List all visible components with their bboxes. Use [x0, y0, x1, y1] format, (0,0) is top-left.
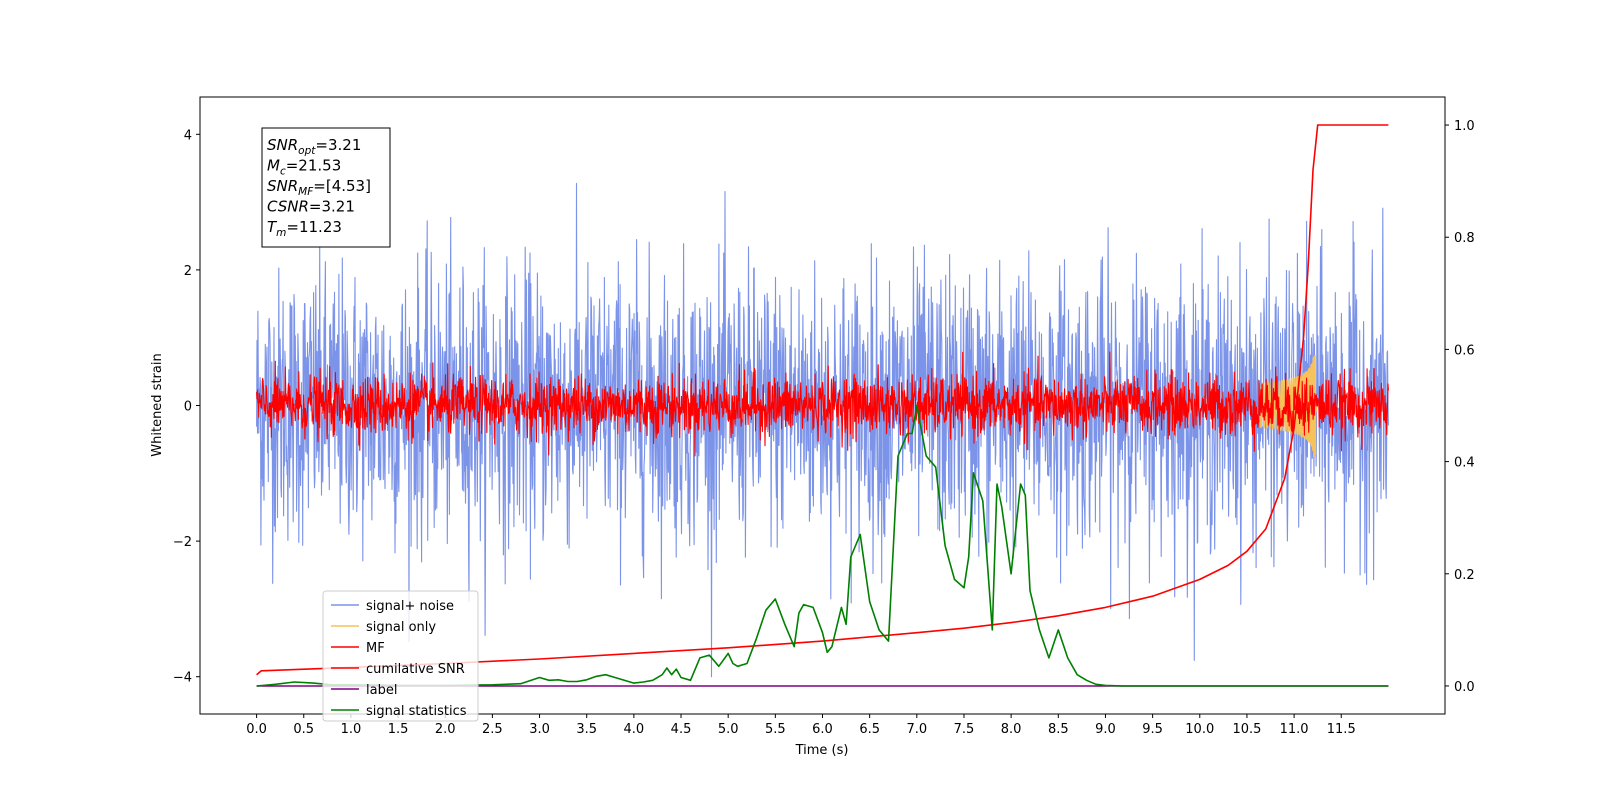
y-tick-label: −4 — [173, 671, 192, 686]
x-tick-label: 9.0 — [1095, 722, 1116, 737]
x-tick-label: 7.0 — [906, 722, 927, 737]
legend-label-signal-statistics: signal statistics — [366, 704, 467, 719]
x-tick-label: 5.0 — [718, 722, 739, 737]
x-tick-label: 4.5 — [671, 722, 692, 737]
series-signal-only — [1258, 354, 1326, 457]
series-mf — [256, 351, 1389, 457]
ticks: 0.0 0.5 1.0 1.5 2.0 2.5 3.0 3.5 4.0 4.5 5.0 5.5 6.0 6… — [173, 119, 1475, 737]
series-signal-statistics — [256, 404, 1389, 687]
legend-label-label: label — [366, 683, 397, 698]
legend: signal+ noise signal only MF cumilative SNR… — [322, 590, 479, 722]
y-tick-label: −2 — [173, 535, 192, 550]
y2-tick-label: 1.0 — [1454, 119, 1475, 134]
y-axis-label: Whitened strain — [150, 353, 165, 456]
x-tick-label: 3.0 — [529, 722, 550, 737]
info-box-frame — [261, 127, 391, 248]
x-tick-label: 4.0 — [624, 722, 645, 737]
y-tick-label: 2 — [184, 264, 192, 279]
x-tick-label: 8.0 — [1001, 722, 1022, 737]
y2-tick-label: 0.8 — [1454, 231, 1475, 246]
x-tick-label: 1.0 — [341, 722, 362, 737]
x-axis-label: Time (s) — [795, 743, 849, 758]
x-tick-label: 10.5 — [1232, 722, 1261, 737]
legend-label-cumilative-snr: cumilative SNR — [366, 662, 465, 677]
x-tick-label: 2.0 — [435, 722, 456, 737]
x-tick-label: 9.5 — [1142, 722, 1163, 737]
series-cumilative-snr — [256, 124, 1389, 676]
x-tick-label: 8.5 — [1048, 722, 1069, 737]
y2-tick-label: 0.4 — [1454, 456, 1475, 471]
x-tick-label: 6.0 — [812, 722, 833, 737]
info-line: SNRopt=3.21 — [267, 136, 361, 157]
legend-label-mf: MF — [366, 641, 385, 656]
y2-tick-label: 0.0 — [1454, 680, 1475, 695]
x-tick-label: 5.5 — [765, 722, 786, 737]
info-line: Tm=11.23 — [267, 218, 342, 239]
x-tick-label: 3.5 — [576, 722, 597, 737]
legend-frame — [322, 590, 479, 722]
x-tick-label: 10.0 — [1185, 722, 1214, 737]
info-line: CSNR=3.21 — [267, 198, 355, 216]
x-tick-label: 2.5 — [482, 722, 503, 737]
x-tick-label: 7.5 — [954, 722, 975, 737]
info-line: SNRMF=[4.53] — [267, 177, 371, 198]
y2-tick-label: 0.6 — [1454, 343, 1475, 358]
y2-tick-label: 0.2 — [1454, 568, 1475, 583]
x-tick-label: 11.5 — [1327, 722, 1356, 737]
x-tick-label: 0.0 — [246, 722, 267, 737]
y-tick-label: 4 — [184, 128, 192, 143]
info-line: Mc=21.53 — [267, 157, 341, 178]
x-tick-label: 6.5 — [859, 722, 880, 737]
x-tick-label: 11.0 — [1280, 722, 1309, 737]
legend-label-signal-noise: signal+ noise — [366, 599, 454, 614]
info-box: SNRopt=3.21Mc=21.53SNRMF=[4.53]CSNR=3.21… — [261, 127, 391, 248]
legend-label-signal-only: signal only — [366, 620, 436, 635]
y-tick-label: 0 — [184, 400, 192, 415]
x-tick-label: 1.5 — [388, 722, 409, 737]
x-tick-label: 0.5 — [293, 722, 314, 737]
